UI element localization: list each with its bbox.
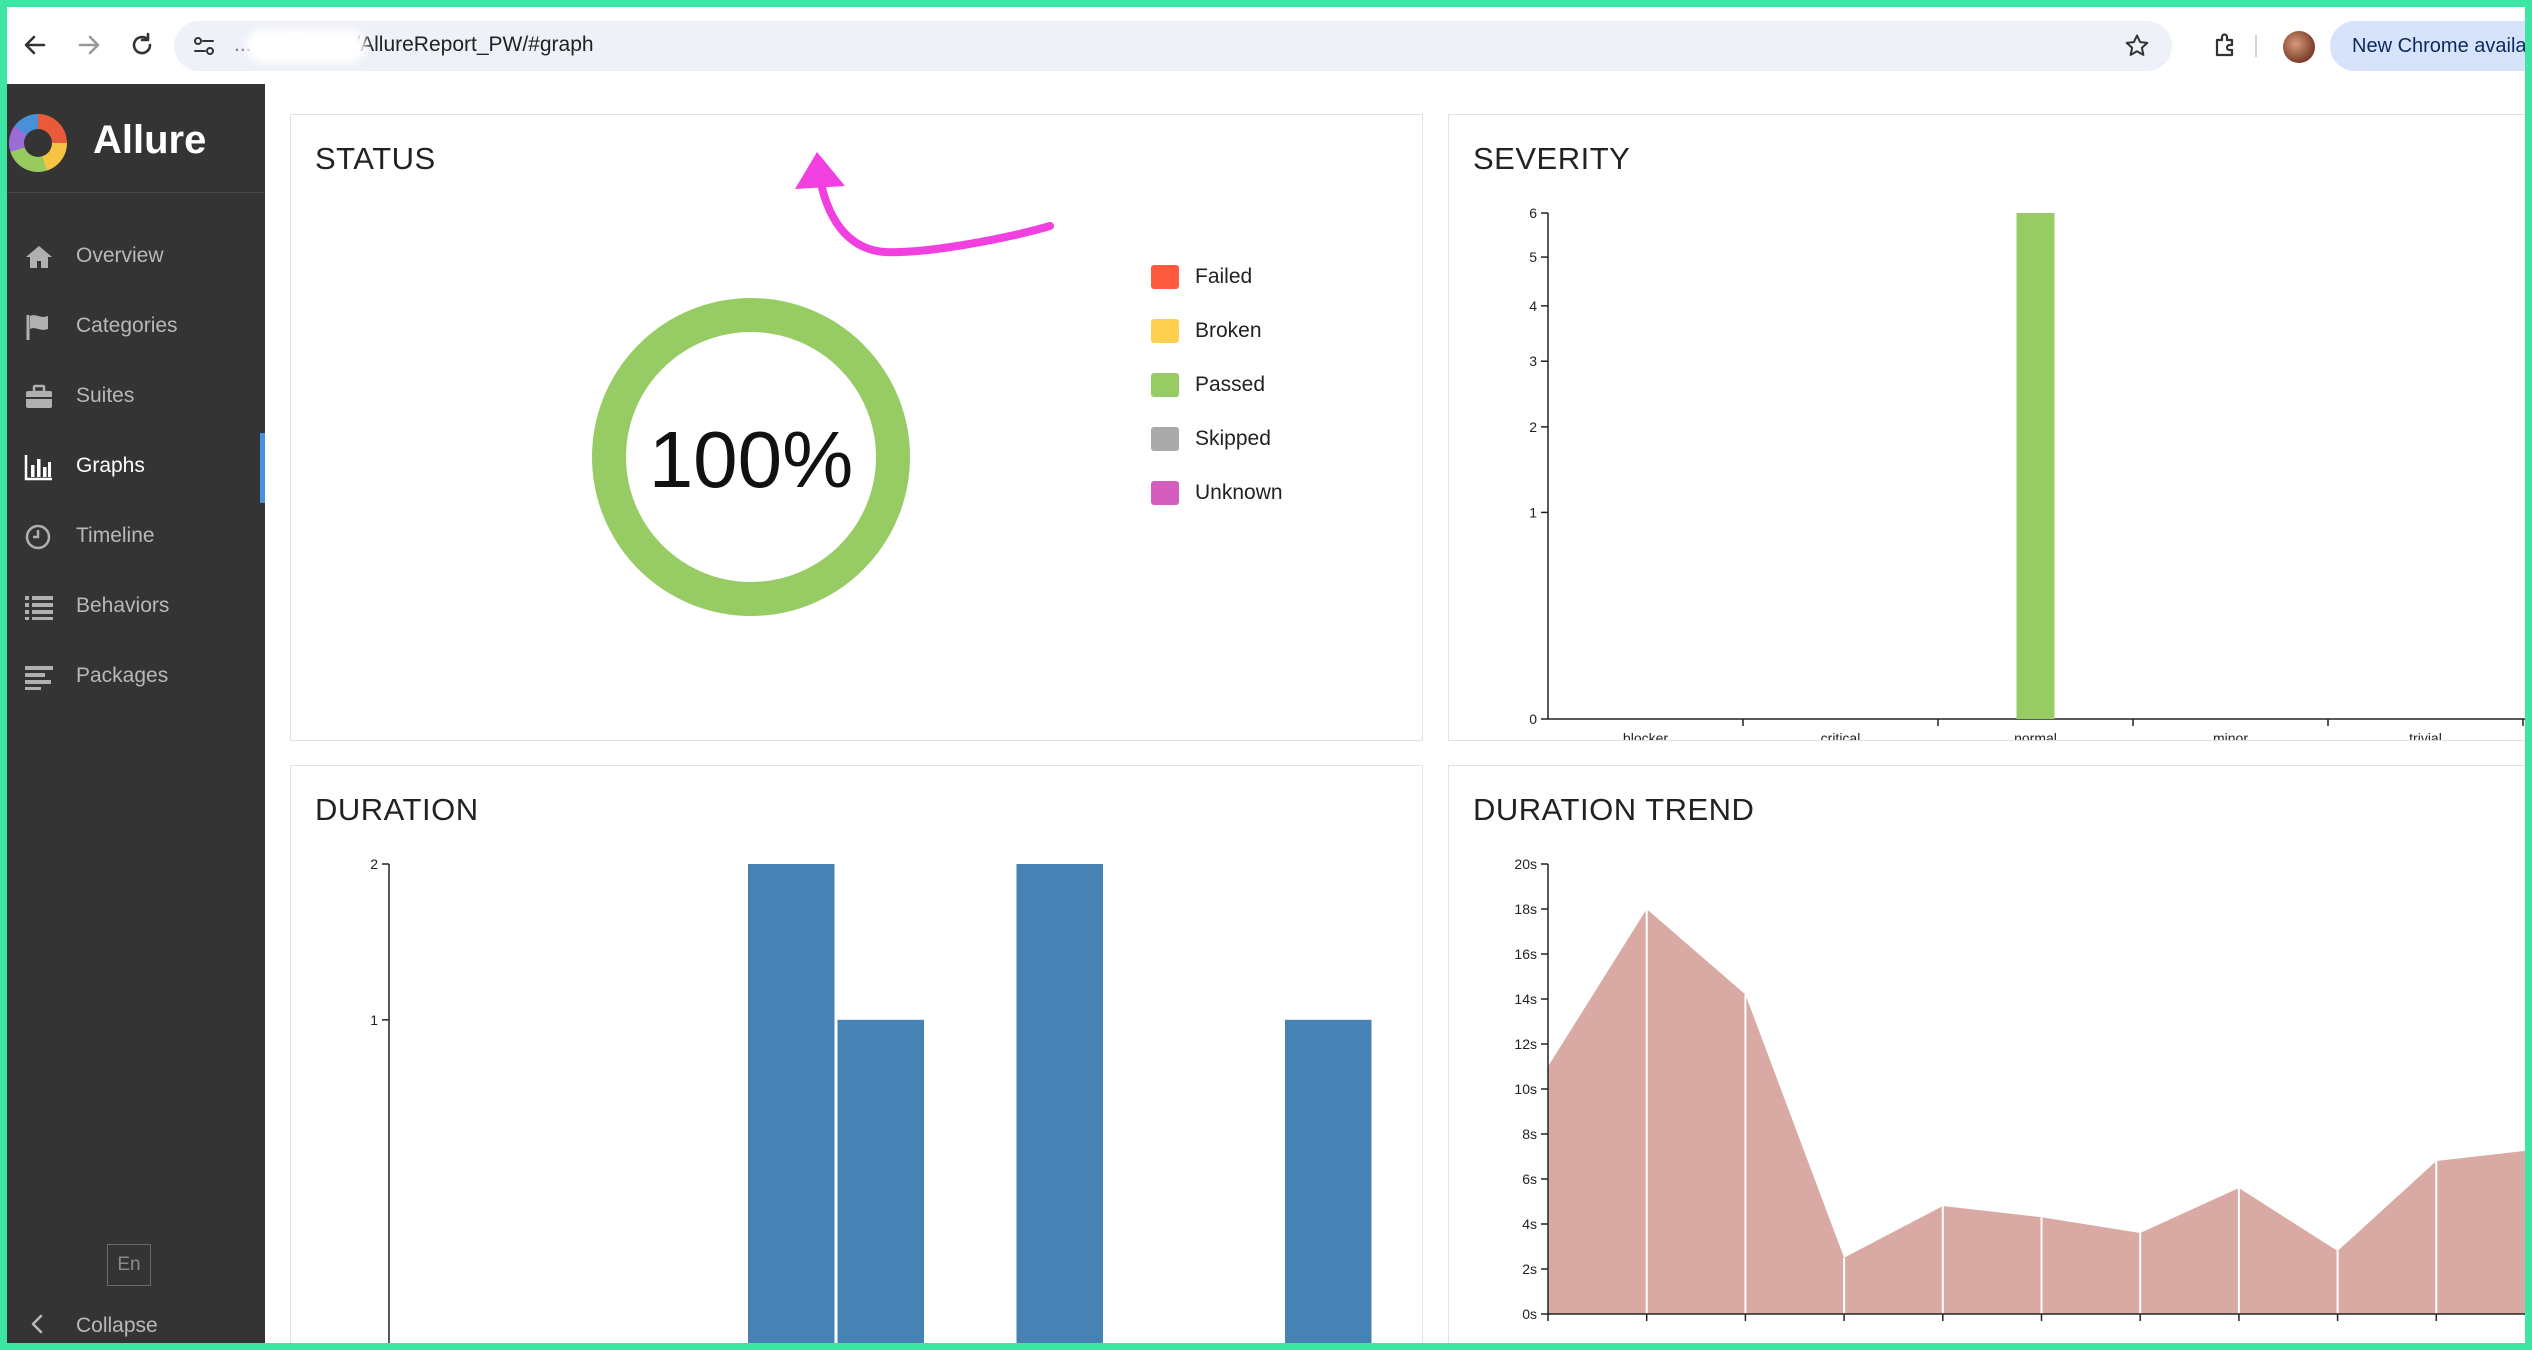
extensions-puzzle-icon[interactable] xyxy=(2205,25,2245,65)
sidebar-item-label: Behaviors xyxy=(76,594,170,617)
y-tick-label: 2 xyxy=(1529,419,1537,435)
legend-swatch xyxy=(1151,481,1179,505)
y-tick-label: 6 xyxy=(1529,205,1537,221)
reload-icon[interactable] xyxy=(122,25,162,65)
status-donut-chart: 100% xyxy=(592,298,910,616)
chevron-left-icon xyxy=(27,1312,47,1343)
y-tick-label: 0 xyxy=(1529,711,1537,727)
sidebar-item-suites[interactable]: Suites xyxy=(7,363,265,433)
list-icon xyxy=(22,593,56,623)
status-slice-passed xyxy=(592,298,910,616)
x-tick-label-critical: critical xyxy=(1821,730,1861,740)
sidebar-item-behaviors[interactable]: Behaviors xyxy=(7,573,265,643)
y-tick-label: 12s xyxy=(1514,1036,1537,1052)
redacted-url-part xyxy=(246,29,366,63)
brand-name: Allure xyxy=(93,118,207,162)
duration-trend-area-chart: 0s 2s 4s 6s 8s 10s 12s 14s 16s 18s 20s xyxy=(1514,856,2525,1322)
duration-bar xyxy=(748,864,835,1343)
y-tick-label: 2s xyxy=(1522,1261,1537,1277)
briefcase-icon xyxy=(22,383,56,413)
duration-trend-area xyxy=(1548,909,2525,1314)
sidebar-item-overview[interactable]: Overview xyxy=(7,223,265,293)
graphs-content: STATUS 100% Failed Broken Passed Skipped Unk… xyxy=(265,84,2525,1343)
legend-label: Unknown xyxy=(1195,481,1283,504)
x-tick-label-blocker: blocker xyxy=(1623,730,1668,740)
y-tick-label: 10s xyxy=(1514,1081,1537,1097)
y-tick-label: 16s xyxy=(1514,946,1537,962)
severity-bar-chart: 0 1 2 3 4 5 6 blocker critical normal minor trivial xyxy=(1529,205,2525,740)
sidebar-item-label: Timeline xyxy=(76,524,155,547)
sidebar-item-categories[interactable]: Categories xyxy=(7,293,265,363)
collapse-button[interactable]: Collapse xyxy=(7,1300,265,1343)
flag-icon xyxy=(22,313,56,343)
x-tick-label-normal: normal xyxy=(2014,730,2057,740)
brand-header[interactable]: Allure xyxy=(7,84,265,193)
status-percent-label: 100% xyxy=(649,415,854,504)
legend-label: Skipped xyxy=(1195,427,1271,450)
panel-title: DURATION TREND xyxy=(1473,792,1755,827)
y-tick-label: 3 xyxy=(1529,353,1537,369)
bar-chart-icon xyxy=(22,453,56,483)
y-tick-label: 1 xyxy=(370,1012,378,1028)
legend-label: Failed xyxy=(1195,265,1253,288)
y-tick-label: 5 xyxy=(1529,249,1537,265)
sidebar-item-label: Suites xyxy=(76,384,135,407)
language-switch[interactable]: En xyxy=(107,1244,151,1286)
site-settings-icon[interactable] xyxy=(192,34,216,63)
address-bar[interactable]: ... o.github.io/AllureReport_PW/#graph xyxy=(174,21,2172,71)
severity-panel: SEVERITY 0 1 2 3 4 5 6 blocker critical normal min… xyxy=(1448,114,2525,741)
y-tick-label: 2 xyxy=(370,856,378,872)
x-tick-label-minor: minor xyxy=(2213,730,2248,740)
status-panel: STATUS 100% Failed Broken Passed Skipped Unk… xyxy=(290,114,1423,741)
duration-bar xyxy=(1285,1019,1372,1343)
sidebar-item-graphs[interactable]: Graphs xyxy=(7,433,265,503)
duration-bar-chart: 012 xyxy=(370,856,1372,1343)
profile-avatar[interactable] xyxy=(2283,31,2315,63)
back-arrow-icon[interactable] xyxy=(15,25,55,65)
duration-bar xyxy=(837,1019,924,1343)
x-tick-label-trivial: trivial xyxy=(2409,730,2442,740)
browser-window: ... o.github.io/AllureReport_PW/#graph N… xyxy=(7,7,2525,1343)
legend-swatch xyxy=(1151,265,1179,289)
severity-bar-normal xyxy=(2016,213,2055,719)
toolbar-separator xyxy=(2255,35,2257,57)
align-left-icon xyxy=(22,663,56,693)
y-tick-label: 20s xyxy=(1514,856,1537,872)
sidebar-item-timeline[interactable]: Timeline xyxy=(7,503,265,573)
y-tick-label: 6s xyxy=(1522,1171,1537,1187)
legend-swatch xyxy=(1151,319,1179,343)
sidebar-item-label: Packages xyxy=(76,664,169,687)
new-chrome-available-button[interactable]: New Chrome availa xyxy=(2330,21,2525,71)
duration-trend-panel: DURATION TREND 0s 2s 4s 6s 8s 10s 12s 14s 16s 18s… xyxy=(1448,765,2525,1343)
y-tick-label: 8s xyxy=(1522,1126,1537,1142)
duration-panel: DURATION 012 xyxy=(290,765,1423,1343)
sidebar-item-label: Overview xyxy=(76,244,164,267)
y-tick-label: 14s xyxy=(1514,991,1537,1007)
bookmark-star-icon[interactable] xyxy=(2124,33,2150,64)
panel-title: STATUS xyxy=(315,141,436,176)
legend-label: Passed xyxy=(1195,373,1266,396)
y-tick-label: 0s xyxy=(1522,1306,1537,1322)
y-tick-label: 1 xyxy=(1529,504,1537,520)
home-icon xyxy=(22,243,56,273)
legend-swatch xyxy=(1151,427,1179,451)
forward-arrow-icon[interactable] xyxy=(69,25,109,65)
y-tick-label: 18s xyxy=(1514,901,1537,917)
clock-icon xyxy=(22,523,56,553)
y-tick-label: 4s xyxy=(1522,1216,1537,1232)
panel-title: SEVERITY xyxy=(1473,141,1631,176)
allure-sidebar: Allure Overview Categories Suites Graphs xyxy=(7,84,265,1343)
legend-label: Broken xyxy=(1195,319,1262,342)
legend-swatch xyxy=(1151,373,1179,397)
sidebar-item-label: Categories xyxy=(76,314,178,337)
collapse-label: Collapse xyxy=(76,1314,158,1337)
duration-bar xyxy=(1016,864,1103,1343)
y-tick-label: 4 xyxy=(1529,298,1537,314)
panel-title: DURATION xyxy=(315,792,479,827)
allure-logo-icon xyxy=(9,114,67,172)
annotation-arrow-icon xyxy=(795,152,1054,257)
sidebar-item-label: Graphs xyxy=(76,454,145,477)
sidebar-item-packages[interactable]: Packages xyxy=(7,643,265,713)
browser-toolbar: ... o.github.io/AllureReport_PW/#graph N… xyxy=(7,7,2525,85)
